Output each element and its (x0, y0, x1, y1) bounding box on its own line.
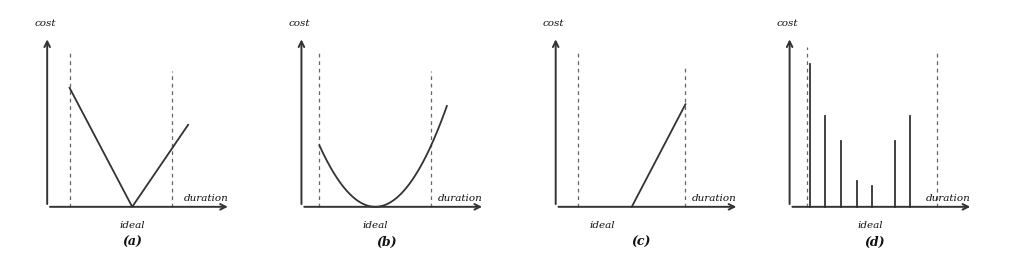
Text: cost: cost (543, 19, 564, 28)
Text: cost: cost (289, 19, 310, 28)
Text: cost: cost (777, 19, 798, 28)
Text: duration: duration (184, 194, 229, 203)
Text: cost: cost (35, 19, 56, 28)
Text: ideal: ideal (590, 221, 615, 230)
Text: ideal: ideal (857, 221, 883, 230)
Text: (a): (a) (122, 236, 142, 249)
Text: duration: duration (438, 194, 483, 203)
Text: duration: duration (693, 194, 737, 203)
Text: (c): (c) (631, 236, 651, 249)
Text: ideal: ideal (119, 221, 145, 230)
Text: duration: duration (926, 194, 971, 203)
Text: (d): (d) (864, 236, 885, 249)
Text: (b): (b) (376, 236, 397, 249)
Text: ideal: ideal (362, 221, 388, 230)
